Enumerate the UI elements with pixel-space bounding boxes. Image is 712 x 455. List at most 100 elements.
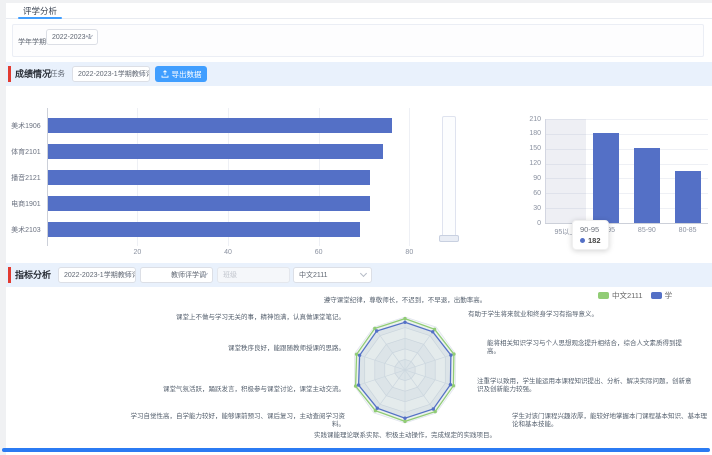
radar-data-point[interactable] — [449, 353, 453, 357]
tooltip-category: 90-95 — [580, 225, 600, 234]
axis-pointer-shadow — [545, 119, 586, 223]
radar-data-point[interactable] — [375, 329, 379, 333]
term-label: 学年学期 — [18, 38, 46, 46]
grade-bar[interactable] — [47, 169, 370, 185]
datazoom-slider[interactable] — [438, 116, 462, 248]
term-select[interactable]: 2022-2023-1 — [46, 29, 98, 45]
radar-data-point[interactable] — [431, 330, 435, 334]
radar-data-point[interactable] — [353, 384, 358, 388]
indicator-task-select-value: 2022-2023-1学期教师评 — [64, 272, 136, 279]
radar-data-point[interactable] — [403, 416, 407, 420]
radar-axis-label: 课堂气氛活跃，踊跃发言，积极参与课堂讨论，课堂主动交流。 — [163, 386, 345, 393]
radar-axis-line — [354, 353, 406, 371]
grade-bar[interactable] — [47, 143, 384, 159]
task-select[interactable]: 2022-2023-1学期教师评 — [72, 66, 150, 82]
horizontal-scrollbar[interactable] — [2, 448, 710, 452]
legend-item-学[interactable]: 学 — [650, 290, 672, 301]
radar-data-point[interactable] — [356, 383, 361, 387]
axis-tick-label: 150 — [529, 145, 541, 153]
grid-line — [545, 148, 708, 150]
axis-tick-label: 90 — [533, 174, 541, 182]
radar-axis-line — [373, 369, 406, 414]
bar-category-label: 95以上 — [554, 229, 577, 236]
section-marker — [8, 66, 11, 82]
score-bar[interactable] — [674, 171, 701, 223]
score-bar[interactable] — [593, 132, 620, 223]
radar-data-point[interactable] — [432, 327, 437, 331]
radar-axis-label: 实践课能理论联系实际、积极主动操作，完成规定的实践项目。 — [314, 432, 496, 439]
axis-tick-label: 40 — [224, 249, 232, 256]
indicator-task-select[interactable]: 2022-2023-1学期教师评 — [58, 267, 136, 283]
grid-line — [409, 108, 411, 246]
grade-bar[interactable] — [47, 221, 361, 237]
radar-data-point[interactable] — [403, 419, 407, 424]
legend-swatch — [598, 291, 609, 299]
legend-swatch — [650, 291, 662, 299]
category-axis-line — [545, 223, 708, 224]
value-axis-line — [545, 119, 546, 223]
category-axis-line — [46, 108, 48, 246]
chevron-down-icon — [359, 269, 368, 278]
axis-tick-label: 60 — [533, 189, 541, 197]
bar-category-label: 体育2101 — [11, 149, 41, 156]
radar-axis-line — [354, 369, 406, 387]
bar-category-label: 美术2103 — [11, 227, 41, 234]
radar-axis-label: 能将相关知识学习与个人思想观念提升相结合，综合人文素质得到提高。 — [487, 340, 682, 356]
radar-axis-label: 有助于学生将来就业和终身学习有指导意义。 — [468, 311, 598, 318]
export-button-label: 导出数据 — [171, 69, 202, 79]
bar-category-label: 播音2121 — [11, 175, 41, 182]
page-left-gutter — [0, 0, 6, 455]
axis-tick-label: 80 — [405, 249, 414, 256]
axis-tick-label: 120 — [529, 160, 541, 168]
radar-axis-line — [404, 326, 437, 371]
grade-bar[interactable] — [47, 117, 393, 133]
axis-tick-label: 30 — [533, 204, 541, 212]
radar-axis-label: 学习自觉性高，自学能力较好，能够课前预习、课后复习，主动查阅学习资料。 — [130, 413, 346, 429]
export-data-button[interactable]: 导出数据 — [155, 66, 207, 82]
datazoom-handle[interactable] — [439, 235, 459, 242]
grid-line — [545, 163, 708, 165]
page-top-gutter — [0, 0, 712, 3]
radar-axis-label: 遵守课堂纪律，尊敬师长，不迟到，不早退，出勤率高。 — [323, 297, 487, 304]
grid-line — [545, 208, 708, 210]
radar-data-point[interactable] — [373, 326, 377, 331]
grade-hbar-chart: 20 40 60 80 美术1906 体育2101 播音2121 电商1901 美术2103 — [6, 96, 466, 262]
grid-line — [545, 193, 708, 195]
chart-tooltip: 90-95 182 — [572, 220, 609, 250]
survey-select-value: 教师评学调 — [171, 272, 206, 279]
radar-data-point[interactable] — [357, 353, 362, 357]
radar-axis-label: 注重学以致用，学生能运用本课程知识提出、分析、解决实际问题，创新意识及创新能力较… — [477, 378, 692, 394]
radar-data-point[interactable] — [433, 409, 437, 414]
legend-item-中文2111[interactable]: 中文2111 — [598, 290, 643, 301]
grid-line — [545, 133, 708, 135]
radar-data-point[interactable] — [403, 320, 407, 324]
bar-category-label: 电商1901 — [11, 201, 41, 208]
radar-data-point[interactable] — [373, 409, 378, 413]
axis-tick-label: 20 — [133, 249, 142, 256]
class-select[interactable]: 中文2111 — [293, 267, 372, 283]
axis-tick-label: 60 — [314, 249, 323, 256]
tab-evaluation-analysis[interactable]: 评学分析 — [18, 4, 63, 19]
legend-label: 中文2111 — [612, 290, 643, 300]
radar-data-point[interactable] — [452, 352, 456, 356]
survey-select[interactable]: 教师评学调 — [140, 267, 213, 283]
grade-section-header: 成绩情况 任务 2022-2023-1学期教师评 导出数据 — [6, 62, 712, 86]
radar-data-point[interactable] — [451, 384, 456, 388]
radar-chart — [353, 316, 456, 424]
grid-line — [545, 119, 708, 120]
radar-data-point[interactable] — [354, 352, 359, 356]
radar-data-point[interactable] — [403, 316, 407, 321]
term-filter-panel: 学年学期 2022-2023-1 — [12, 24, 704, 57]
class-input[interactable] — [217, 267, 290, 283]
radar-data-point[interactable] — [431, 407, 435, 411]
radar-data-point[interactable] — [448, 383, 453, 387]
radar-axis-line — [404, 369, 437, 414]
radar-data-point[interactable] — [375, 406, 379, 410]
bar-category-label: 美术1906 — [11, 123, 41, 130]
score-bar[interactable] — [633, 147, 660, 223]
radar-legend: 中文2111 学 — [598, 289, 712, 301]
export-icon — [161, 70, 168, 78]
datazoom-track[interactable] — [442, 116, 456, 238]
grade-bar[interactable] — [47, 195, 370, 211]
task-label: 任务 — [50, 69, 65, 78]
